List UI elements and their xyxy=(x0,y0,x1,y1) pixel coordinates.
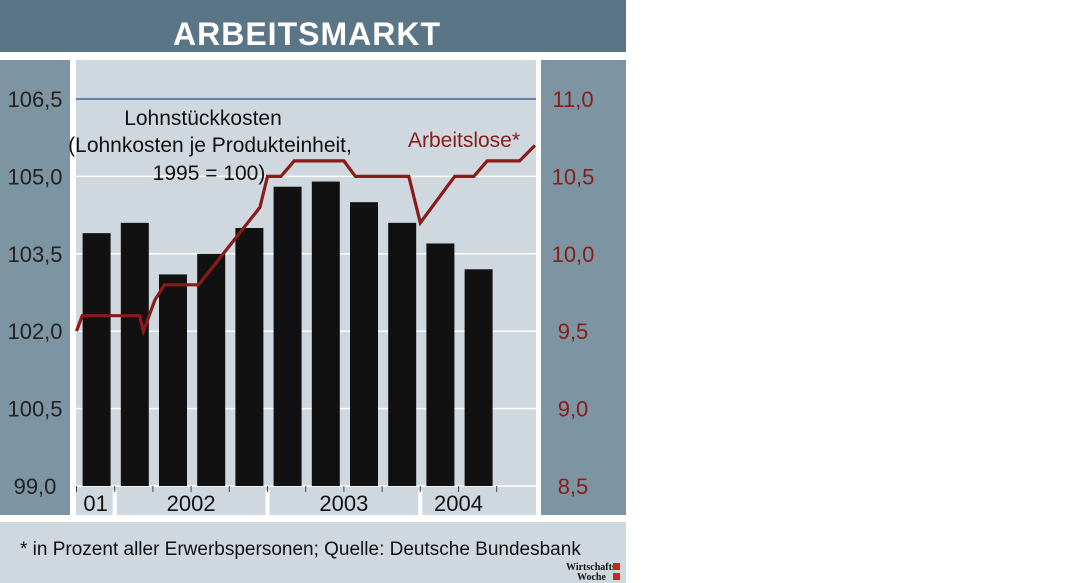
logo-square-1 xyxy=(613,563,620,570)
bar xyxy=(273,186,302,486)
bar-series-label: Lohnstückkosten xyxy=(124,107,282,130)
publisher-logo: Wirtschafts Woche xyxy=(566,562,620,583)
bar xyxy=(120,222,149,486)
left-tick-label: 103,5 xyxy=(7,242,62,267)
left-tick-label: 102,0 xyxy=(7,319,62,344)
x-group-label: 2004 xyxy=(434,491,483,516)
bars-layer xyxy=(82,181,493,486)
bar xyxy=(350,202,378,486)
right-tick-label: 9,0 xyxy=(558,397,589,422)
x-group-separator xyxy=(418,490,423,515)
bar xyxy=(464,269,493,486)
title-bar xyxy=(0,0,626,52)
left-tick-label: 100,5 xyxy=(7,397,62,422)
right-axis-band xyxy=(541,60,626,515)
x-group-label: 2002 xyxy=(167,491,216,516)
left-tick-label: 99,0 xyxy=(14,474,57,499)
chart-title: ARBEITSMARKT xyxy=(173,16,441,52)
bar-series-label-base: 1995 = 100) xyxy=(153,162,266,185)
bar xyxy=(82,233,111,486)
footnote: * in Prozent aller Erwerbspersonen; Quel… xyxy=(20,539,581,560)
bar xyxy=(311,181,340,486)
logo-line1: Wirtschafts xyxy=(566,562,616,573)
logo-square-2 xyxy=(613,573,620,580)
x-axis: 01 2002 2003 2004 xyxy=(76,486,498,516)
x-group-separator xyxy=(265,490,270,515)
plot-area xyxy=(76,60,536,490)
right-tick-label: 8,5 xyxy=(558,474,589,499)
arbeitslose-line xyxy=(74,144,537,337)
line-series-label: Arbeitslose* xyxy=(408,129,520,152)
left-tick-label: 106,5 xyxy=(7,87,62,112)
bar xyxy=(426,243,455,486)
line-layer xyxy=(74,144,537,337)
x-axis-band xyxy=(76,490,536,515)
right-tick-label: 9,5 xyxy=(558,319,589,344)
right-axis-ticks: 11,0 10,5 10,0 9,5 9,0 8,5 xyxy=(552,87,595,499)
right-tick-label: 10,5 xyxy=(552,164,595,189)
x-group-separator xyxy=(112,490,117,515)
logo-line2: Woche xyxy=(577,572,606,583)
bar-series-label-detail: (Lohnkosten je Produkteinheit, xyxy=(68,134,352,157)
left-tick-label: 105,0 xyxy=(7,164,62,189)
bar xyxy=(197,253,226,486)
left-axis-ticks: 106,5 105,0 103,5 102,0 100,5 99,0 xyxy=(7,87,62,499)
footnote-band xyxy=(0,522,626,583)
x-group-label: 2003 xyxy=(319,491,368,516)
bar xyxy=(388,222,417,486)
x-group-label: 01 xyxy=(83,491,107,516)
right-tick-label: 10,0 xyxy=(552,242,595,267)
bar xyxy=(159,274,187,486)
left-axis-band xyxy=(0,60,70,515)
right-tick-label: 11,0 xyxy=(552,87,593,112)
bar xyxy=(235,228,264,486)
